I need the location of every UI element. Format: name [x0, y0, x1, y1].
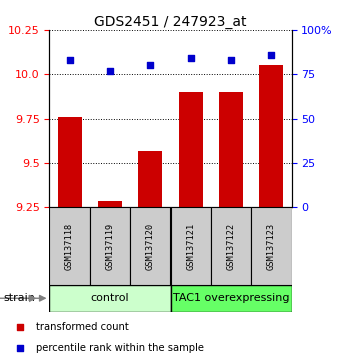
Point	[148, 63, 153, 68]
Text: GSM137123: GSM137123	[267, 222, 276, 270]
Text: GSM137118: GSM137118	[65, 222, 74, 270]
Bar	[170, 285, 292, 312]
Bar	[251, 207, 292, 285]
Bar	[259, 65, 283, 207]
Bar	[58, 117, 82, 207]
Point	[188, 56, 193, 61]
Bar	[170, 207, 211, 285]
Bar	[138, 152, 162, 207]
Bar	[130, 207, 170, 285]
Text: strain: strain	[3, 293, 35, 303]
Bar	[49, 285, 170, 312]
Text: percentile rank within the sample: percentile rank within the sample	[36, 343, 204, 353]
Point	[269, 52, 274, 58]
Point	[107, 68, 113, 74]
Point	[67, 57, 72, 63]
Bar	[219, 92, 243, 207]
Text: ▶: ▶	[29, 293, 36, 303]
Bar	[49, 207, 90, 285]
Point	[228, 57, 234, 63]
Point	[17, 346, 23, 351]
Text: GSM137121: GSM137121	[186, 222, 195, 270]
Point	[17, 324, 23, 330]
Bar	[98, 201, 122, 207]
Bar	[211, 207, 251, 285]
Text: TAC1 overexpressing: TAC1 overexpressing	[173, 293, 289, 303]
Bar	[179, 92, 203, 207]
Text: GSM137122: GSM137122	[226, 222, 236, 270]
Text: GSM137119: GSM137119	[105, 222, 115, 270]
Text: control: control	[91, 293, 129, 303]
Text: GSM137120: GSM137120	[146, 222, 155, 270]
Text: transformed count: transformed count	[36, 322, 129, 332]
Bar	[90, 207, 130, 285]
Title: GDS2451 / 247923_at: GDS2451 / 247923_at	[94, 15, 247, 29]
